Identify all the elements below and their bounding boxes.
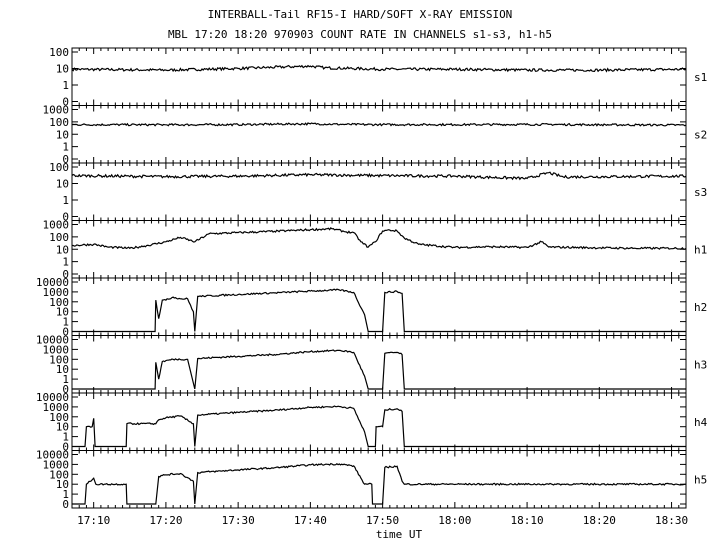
y-tick-label-h2: 1000 — [43, 286, 70, 299]
y-tick-label-s2: 1000 — [43, 104, 70, 117]
x-axis-label: time UT — [376, 528, 423, 541]
chart-subtitle: MBL 17:20 18:20 970903 COUNT RATE IN CHA… — [167, 28, 553, 41]
y-tick-label-h2: 0 — [62, 326, 69, 339]
y-tick-label-h1: 1 — [62, 256, 69, 269]
y-tick-label-h5: 100 — [49, 468, 69, 481]
panel-frame-s1 — [71, 47, 687, 106]
series-line-h1 — [72, 227, 687, 250]
x-tick-label: 17:40 — [294, 514, 327, 527]
y-tick-label-h1: 10 — [56, 243, 69, 256]
panel-label-s2: s2 — [694, 128, 707, 141]
y-tick-label-h4: 10000 — [36, 391, 69, 404]
y-tick-label-h1: 1000 — [43, 219, 70, 232]
panel-label-h4: h4 — [694, 416, 708, 429]
panel-frame-s3 — [71, 162, 687, 221]
y-tick-label-s2: 1 — [62, 141, 69, 154]
y-tick-label-h4: 1 — [62, 431, 69, 444]
panel-label-s3: s3 — [694, 186, 707, 199]
panel-frame-h1 — [71, 220, 687, 279]
y-tick-label-h1: 100 — [49, 231, 69, 244]
y-tick-label-h3: 10000 — [36, 334, 69, 347]
panel-label-s1: s1 — [694, 71, 707, 84]
series-line-s1 — [71, 64, 687, 73]
y-tick-label-h3: 10 — [56, 363, 69, 376]
y-tick-label-h5: 10 — [56, 478, 69, 491]
y-tick-label-h3: 0 — [62, 383, 69, 396]
panel-frame-s2 — [71, 105, 687, 164]
y-tick-label-h3: 100 — [49, 353, 69, 366]
y-tick-label-h3: 1 — [62, 373, 69, 386]
panel-frame-h4 — [71, 392, 687, 451]
panel-label-h1: h1 — [694, 243, 707, 256]
y-tick-label-h4: 10 — [56, 421, 69, 434]
panel-label-h3: h3 — [694, 358, 707, 371]
series-line-h3 — [72, 349, 686, 390]
y-tick-label-s3: 10 — [56, 178, 69, 191]
series-line-h4 — [72, 405, 686, 448]
y-tick-label-h2: 10000 — [36, 276, 69, 289]
y-tick-label-s1: 1 — [62, 79, 69, 92]
panel-frame-h3 — [71, 335, 687, 394]
series-line-s2 — [71, 122, 687, 127]
y-tick-label-h2: 10 — [56, 306, 69, 319]
y-tick-label-h5: 10000 — [36, 449, 69, 462]
y-tick-label-s3: 100 — [49, 161, 69, 174]
y-tick-label-h4: 0 — [62, 441, 69, 454]
y-tick-label-s3: 1 — [62, 194, 69, 207]
y-tick-label-h2: 100 — [49, 296, 69, 309]
y-tick-label-h5: 1 — [62, 488, 69, 501]
y-tick-label-h1: 0 — [62, 268, 69, 281]
y-tick-label-h5: 1000 — [43, 458, 70, 471]
y-tick-label-s2: 0 — [62, 153, 69, 166]
chart-title: INTERBALL-Tail RF15-I HARD/SOFT X-RAY EM… — [207, 8, 513, 21]
y-tick-label-s2: 10 — [56, 128, 69, 141]
y-tick-label-s1: 0 — [62, 96, 69, 109]
series-line-s3 — [71, 171, 687, 181]
x-tick-label: 18:00 — [438, 514, 471, 527]
x-tick-label: 17:30 — [222, 514, 255, 527]
y-tick-label-s2: 100 — [49, 116, 69, 129]
x-tick-label: 18:30 — [655, 514, 688, 527]
x-tick-label: 18:20 — [583, 514, 616, 527]
y-tick-label-s1: 100 — [49, 46, 69, 59]
series-line-h5 — [72, 462, 687, 505]
y-tick-label-h2: 1 — [62, 316, 69, 329]
x-tick-label: 17:50 — [366, 514, 399, 527]
y-tick-label-h4: 1000 — [43, 401, 70, 414]
x-tick-label: 17:10 — [77, 514, 110, 527]
x-tick-label: 18:10 — [511, 514, 544, 527]
panel-label-h5: h5 — [694, 473, 707, 486]
panel-label-h2: h2 — [694, 301, 707, 314]
y-tick-label-s1: 10 — [56, 63, 69, 76]
x-tick-label: 17:20 — [149, 514, 182, 527]
y-tick-label-h3: 1000 — [43, 343, 70, 356]
y-tick-label-s3: 0 — [62, 211, 69, 224]
panel-frame-h5 — [71, 450, 687, 509]
y-tick-label-h5: 0 — [62, 498, 69, 511]
series-line-h2 — [72, 288, 686, 333]
y-tick-label-h4: 100 — [49, 411, 69, 424]
panel-frame-h2 — [71, 277, 687, 336]
